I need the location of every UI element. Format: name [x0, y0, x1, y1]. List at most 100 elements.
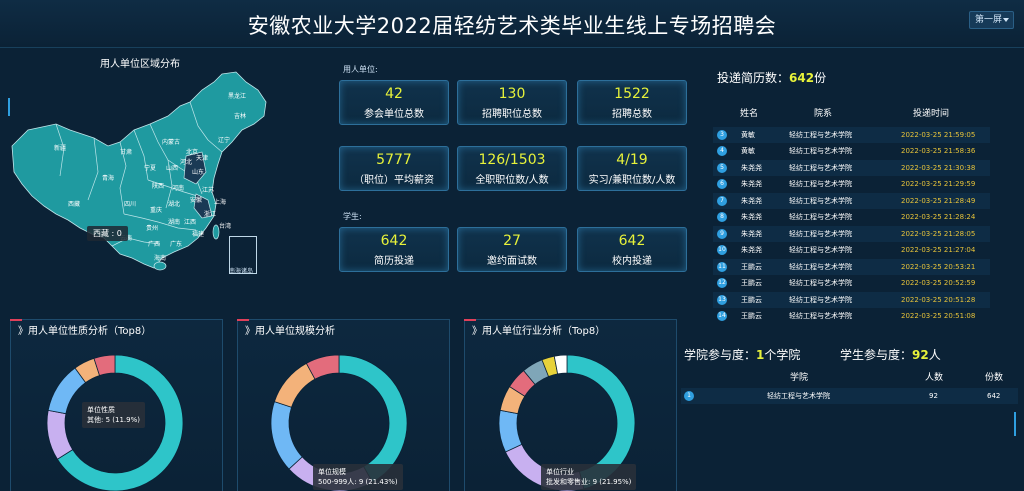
table-row[interactable]: 13 王鹏云 轻纺工程与艺术学院 2022-03-25 20:51:28: [713, 292, 990, 308]
nature-chart-tooltip: 单位性质 其他: 5 (11.9%): [82, 402, 145, 428]
map-label: 北京: [186, 148, 198, 156]
row-time: 2022-03-25 20:51:08: [901, 312, 976, 320]
row-time: 2022-03-25 21:30:38: [901, 164, 976, 172]
student-section-label: 学生:: [343, 212, 362, 221]
row-dept: 轻纺工程与艺术学院: [789, 296, 852, 304]
column-header-dept: 院系: [814, 109, 833, 119]
stat-card-resumes: 642 简历投递: [339, 227, 449, 272]
table-row[interactable]: 6 朱尧尧 轻纺工程与艺术学院 2022-03-25 21:29:59: [713, 176, 990, 192]
inset-label: 南海诸岛: [229, 268, 254, 275]
stat-card-employers: 42 参会单位总数: [339, 80, 449, 125]
map-label: 江苏: [202, 186, 214, 194]
row-dept: 轻纺工程与艺术学院: [789, 131, 852, 139]
college-participation: 学院参与度：1个学院: [684, 346, 800, 363]
table-row[interactable]: 3 黄敏 轻纺工程与艺术学院 2022-03-25 21:59:05: [713, 127, 990, 143]
industry-chart-panel: [464, 319, 677, 491]
row-index-badge: 7: [717, 196, 727, 206]
map-label: 广西: [148, 240, 160, 248]
donut-slice[interactable]: [498, 409, 523, 453]
table-row[interactable]: 8 朱尧尧 轻纺工程与艺术学院 2022-03-25 21:28:24: [713, 209, 990, 225]
donut-slice[interactable]: [273, 362, 316, 408]
table-row[interactable]: 5 朱尧尧 轻纺工程与艺术学院 2022-03-25 21:30:38: [713, 160, 990, 176]
row-index-badge: 10: [717, 245, 727, 255]
stat-label: 简历投递: [374, 256, 414, 267]
scale-chart-title: 》用人单位规模分析: [245, 326, 335, 337]
stat-label: 校内投递: [612, 256, 652, 267]
panel-corner-accent: [237, 319, 249, 321]
row-name: 朱尧尧: [741, 246, 762, 254]
panel-corner-accent: [10, 319, 22, 321]
stat-value: 5777: [376, 152, 412, 168]
screen-select-value: 第一屏: [975, 15, 1003, 25]
edge-marker: [1014, 412, 1016, 436]
stat-card-hires: 1522 招聘总数: [577, 80, 687, 125]
column-header-college: 学院: [790, 373, 809, 383]
scale-chart-tooltip: 单位规模 500-999人: 9 (21.43%): [313, 464, 403, 490]
table-row[interactable]: 7 朱尧尧 轻纺工程与艺术学院 2022-03-25 21:28:49: [713, 193, 990, 209]
map-label: 西藏: [68, 200, 80, 208]
stat-value: 27: [503, 233, 521, 249]
screen-select-dropdown[interactable]: 第一屏: [969, 11, 1014, 29]
table-row[interactable]: 4 黄敏 轻纺工程与艺术学院 2022-03-25 21:58:36: [713, 143, 990, 159]
map-label: 上海: [214, 198, 226, 206]
nature-donut-chart[interactable]: [40, 355, 190, 491]
table-row[interactable]: 10 朱尧尧 轻纺工程与艺术学院 2022-03-25 21:27:04: [713, 242, 990, 258]
donut-slice[interactable]: [93, 355, 116, 376]
resume-count-label: 投递简历数：: [717, 71, 790, 85]
row-index-badge: 9: [717, 229, 727, 239]
stat-value: 642: [618, 233, 646, 249]
map-label: 湖北: [168, 200, 180, 208]
tooltip-title: 单位规模: [318, 468, 346, 476]
row-index-badge: 8: [717, 212, 727, 222]
column-header-time: 投递时间: [913, 109, 950, 119]
map-label: 内蒙古: [162, 138, 180, 146]
table-row[interactable]: 12 王鹏云 轻纺工程与艺术学院 2022-03-25 20:52:59: [713, 275, 990, 291]
row-name: 朱尧尧: [741, 230, 762, 238]
china-map[interactable]: 新疆 西藏 青海 甘肃 内蒙古 黑龙江 吉林 辽宁 宁夏 陕西 山西 河北 北京…: [8, 68, 276, 280]
map-label: 四川: [124, 201, 136, 208]
row-name: 王鹏云: [741, 312, 762, 320]
page-title: 安徽农业大学2022届轻纺艺术类毕业生线上专场招聘会: [247, 14, 777, 38]
chevron-down-icon: [1003, 18, 1009, 22]
map-label: 辽宁: [218, 136, 230, 144]
table-row[interactable]: 9 朱尧尧 轻纺工程与艺术学院 2022-03-25 21:28:05: [713, 226, 990, 242]
row-name: 朱尧尧: [741, 180, 762, 188]
row-time: 2022-03-25 21:28:05: [901, 230, 976, 238]
stat-card-positions: 130 招聘职位总数: [457, 80, 567, 125]
table-row[interactable]: 14 王鹏云 轻纺工程与艺术学院 2022-03-25 20:51:08: [713, 308, 990, 324]
row-time: 2022-03-25 21:28:24: [901, 213, 976, 221]
row-college: 轻纺工程与艺术学院: [767, 392, 830, 400]
industry-chart-tooltip: 单位行业 批发和零售业: 9 (21.95%): [541, 464, 637, 490]
table-row[interactable]: 11 王鹏云 轻纺工程与艺术学院 2022-03-25 20:53:21: [713, 259, 990, 275]
stat-label: 招聘总数: [612, 109, 652, 120]
column-header-name: 姓名: [740, 109, 759, 119]
map-label: 甘肃: [120, 148, 132, 156]
donut-slice[interactable]: [46, 409, 74, 460]
resume-count-value: 642: [789, 71, 815, 85]
tooltip-title: 单位性质: [87, 406, 115, 414]
employer-section-label: 用人单位:: [343, 65, 378, 74]
donut-slice[interactable]: [270, 401, 303, 470]
row-dept: 轻纺工程与艺术学院: [789, 230, 852, 238]
map-label: 吉林: [234, 112, 246, 120]
tooltip-line: 500-999人: 9 (21.43%): [318, 478, 398, 486]
edge-marker: [8, 98, 10, 116]
donut-slice[interactable]: [553, 355, 568, 375]
map-label: 福建: [192, 230, 204, 238]
header-bar: 安徽农业大学2022届轻纺艺术类毕业生线上专场招聘会 第一屏: [0, 0, 1024, 48]
donut-slice[interactable]: [305, 355, 340, 380]
row-name: 王鹏云: [741, 279, 762, 287]
column-header-copies: 份数: [985, 373, 1004, 383]
donut-slice[interactable]: [56, 355, 184, 491]
row-dept: 轻纺工程与艺术学院: [789, 180, 852, 188]
stat-value: 126/1503: [478, 152, 546, 168]
student-participation-count: 92: [912, 348, 929, 362]
map-label: 台湾: [219, 222, 231, 230]
row-name: 朱尧尧: [741, 164, 762, 172]
row-index-badge: 11: [717, 262, 727, 272]
table-row[interactable]: 1 轻纺工程与艺术学院 92 642: [681, 388, 1018, 404]
row-time: 2022-03-25 21:28:49: [901, 197, 976, 205]
map-label: 浙江: [204, 210, 216, 218]
map-label: 安徽: [190, 196, 202, 204]
row-time: 2022-03-25 20:52:59: [901, 279, 976, 287]
